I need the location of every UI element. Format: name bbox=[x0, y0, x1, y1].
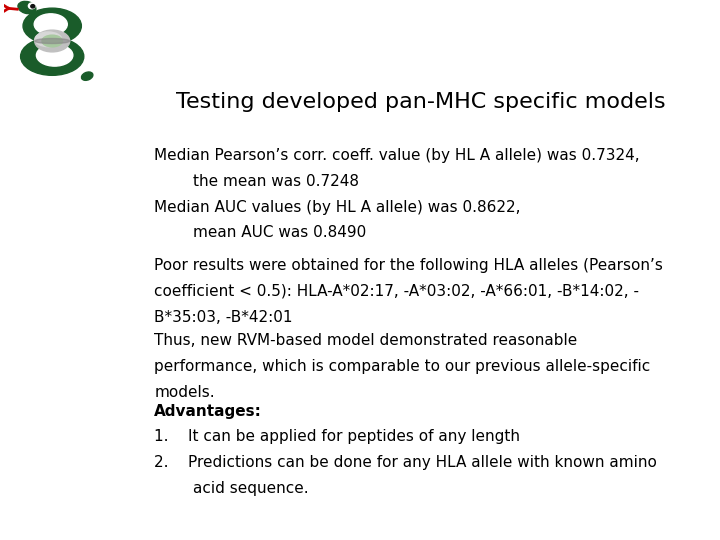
Circle shape bbox=[31, 5, 35, 8]
Text: B*35:03, -B*42:01: B*35:03, -B*42:01 bbox=[154, 310, 292, 325]
Text: the mean was 0.7248: the mean was 0.7248 bbox=[154, 174, 359, 189]
Text: Poor results were obtained for the following HLA alleles (Pearson’s: Poor results were obtained for the follo… bbox=[154, 258, 663, 273]
Ellipse shape bbox=[35, 32, 62, 46]
Text: coefficient < 0.5): HLA-A*02:17, -A*03:02, -A*66:01, -B*14:02, -: coefficient < 0.5): HLA-A*02:17, -A*03:0… bbox=[154, 284, 639, 299]
Text: 1.    It can be applied for peptides of any length: 1. It can be applied for peptides of any… bbox=[154, 429, 520, 444]
Text: Thus, new RVM-based model demonstrated reasonable: Thus, new RVM-based model demonstrated r… bbox=[154, 333, 577, 348]
Ellipse shape bbox=[23, 8, 81, 44]
Text: 2.    Predictions can be done for any HLA allele with known amino: 2. Predictions can be done for any HLA a… bbox=[154, 455, 657, 470]
Ellipse shape bbox=[81, 72, 93, 80]
Circle shape bbox=[28, 3, 35, 9]
Ellipse shape bbox=[37, 44, 73, 66]
Ellipse shape bbox=[35, 30, 70, 52]
Ellipse shape bbox=[35, 38, 70, 44]
Text: Median AUC values (by HL A allele) was 0.8622,: Median AUC values (by HL A allele) was 0… bbox=[154, 199, 521, 214]
Ellipse shape bbox=[21, 38, 84, 75]
Text: acid sequence.: acid sequence. bbox=[154, 481, 309, 496]
Ellipse shape bbox=[42, 35, 63, 47]
Ellipse shape bbox=[35, 14, 67, 35]
Text: Advantages:: Advantages: bbox=[154, 404, 262, 418]
Text: Testing developed pan-MHC specific models: Testing developed pan-MHC specific model… bbox=[176, 92, 666, 112]
Ellipse shape bbox=[18, 2, 36, 14]
Text: mean AUC was 0.8490: mean AUC was 0.8490 bbox=[154, 225, 366, 240]
Text: performance, which is comparable to our previous allele-specific: performance, which is comparable to our … bbox=[154, 359, 650, 374]
Text: Median Pearson’s corr. coeff. value (by HL A allele) was 0.7324,: Median Pearson’s corr. coeff. value (by … bbox=[154, 148, 640, 163]
Text: models.: models. bbox=[154, 384, 215, 400]
